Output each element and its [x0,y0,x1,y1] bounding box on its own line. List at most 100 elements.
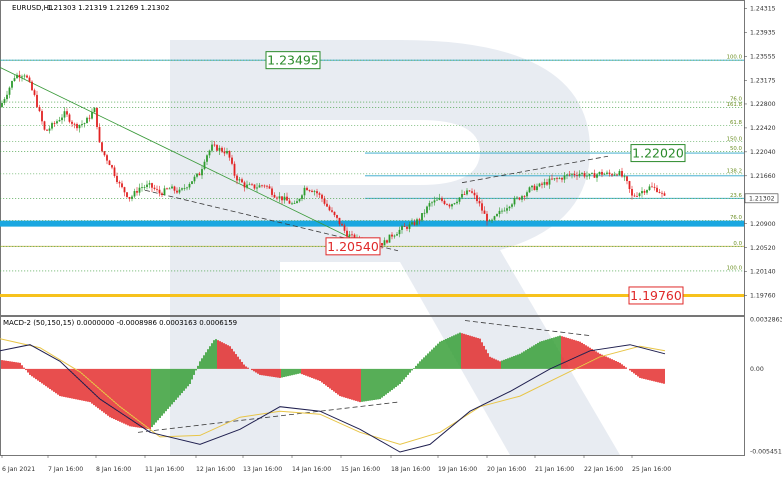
macd-histogram-bar [395,368,397,388]
macd-histogram-bar [169,368,171,407]
macd-resistance-trendline [464,320,591,337]
candle-body [46,129,48,131]
candle-body [561,178,563,180]
macd-histogram-bar [43,368,45,385]
candle-body [471,191,473,193]
candle-body [258,185,261,188]
macd-histogram-bar [87,368,89,402]
macd-histogram-bar [399,368,401,384]
macd-histogram-bar [631,368,633,372]
macd-histogram-bar [47,368,49,388]
macd-histogram-bar [489,356,491,369]
candle-body [281,196,283,201]
candle-body [548,178,551,185]
candle-body [243,182,246,188]
macd-histogram-bar [661,368,663,384]
macd-histogram-bar [259,368,261,375]
macd-histogram-bar [617,361,619,369]
candle-body [341,224,343,226]
candle-body [618,171,621,175]
macd-histogram-bar [655,368,657,382]
macd-histogram-bar [331,368,333,391]
watermark-shape [170,40,620,455]
candle-body [248,184,251,186]
candle-body [508,206,511,209]
macd-histogram-bar [219,341,221,369]
macd-histogram-bar [7,361,9,369]
macd-histogram-bar [387,368,389,394]
macd-histogram-bar [227,345,229,369]
candle-body [461,194,463,198]
candle-body [591,173,593,174]
macd-histogram-bar [441,340,443,369]
fib-level-label: 0.0 [733,241,742,247]
descending-trendline [0,67,351,238]
candle-body [551,178,553,180]
macd-histogram-bar [287,368,289,377]
candle-body [156,188,158,190]
candle-body [403,226,406,227]
candle-body [338,217,341,225]
candle-body [478,201,481,204]
macd-histogram-bar [499,361,501,369]
macd-histogram-bar [29,368,31,375]
candle-body [571,173,573,175]
macd-histogram-bar [485,349,487,369]
macd-histogram-bar [349,368,351,400]
candle-body [588,173,591,176]
price-pane-frame [0,0,745,316]
macd-histogram-bar [559,335,561,369]
macd-histogram-bar [483,345,485,369]
candle-body [401,226,403,230]
candle-body [136,191,138,193]
macd-histogram-bar [425,355,427,369]
macd-histogram-bar [361,368,363,402]
candle-body [406,226,408,229]
macd-histogram-bar [419,361,421,369]
macd-histogram-bar [639,368,641,378]
macd-histogram-bar [281,368,283,378]
time-tick-label: 19 Jan 16:00 [438,466,477,473]
candle-body [41,111,43,122]
candle-body [446,203,448,205]
candle-body [411,222,413,225]
macd-histogram-bar [481,342,483,369]
macd-histogram-bar [243,364,245,369]
macd-tick-label: 0.0032863 [750,316,782,323]
macd-histogram-bar [179,368,181,396]
candle-body [343,225,346,231]
candle-body [468,190,471,192]
macd-histogram-bar [443,339,445,369]
macd-histogram-bar [373,368,375,401]
candle-body [473,192,476,196]
macd-histogram-bar [85,368,87,402]
macd-histogram-bar [69,368,71,399]
candle-body [113,167,116,176]
macd-histogram-bar [465,334,467,369]
macd-histogram-bar [131,368,133,427]
candle-body [351,234,353,236]
candle-body [663,193,666,196]
candle-body [123,187,126,193]
candle-body [611,174,613,176]
annotation-price-label: 1.20540 [327,239,379,254]
candle-body [631,189,633,196]
candle-body [498,210,501,215]
macd-histogram-bar [567,338,569,369]
macd-histogram-bar [195,368,197,371]
macd-histogram-bar [447,338,449,369]
candle-body [326,203,328,207]
candle-body [641,191,643,194]
macd-histogram-bar [181,368,183,394]
macd-histogram-bar [319,368,321,381]
candle-body [91,112,93,119]
macd-histogram-bar [471,336,473,369]
macd-histogram-bar [137,368,139,428]
candle-body [78,124,81,129]
candle-body [531,185,533,188]
macd-histogram-bar [553,337,555,369]
chart-header-ohlc: 1.21303 1.21319 1.21269 1.21302 [47,4,169,12]
time-tick-label: 7 Jan 16:00 [48,466,83,473]
